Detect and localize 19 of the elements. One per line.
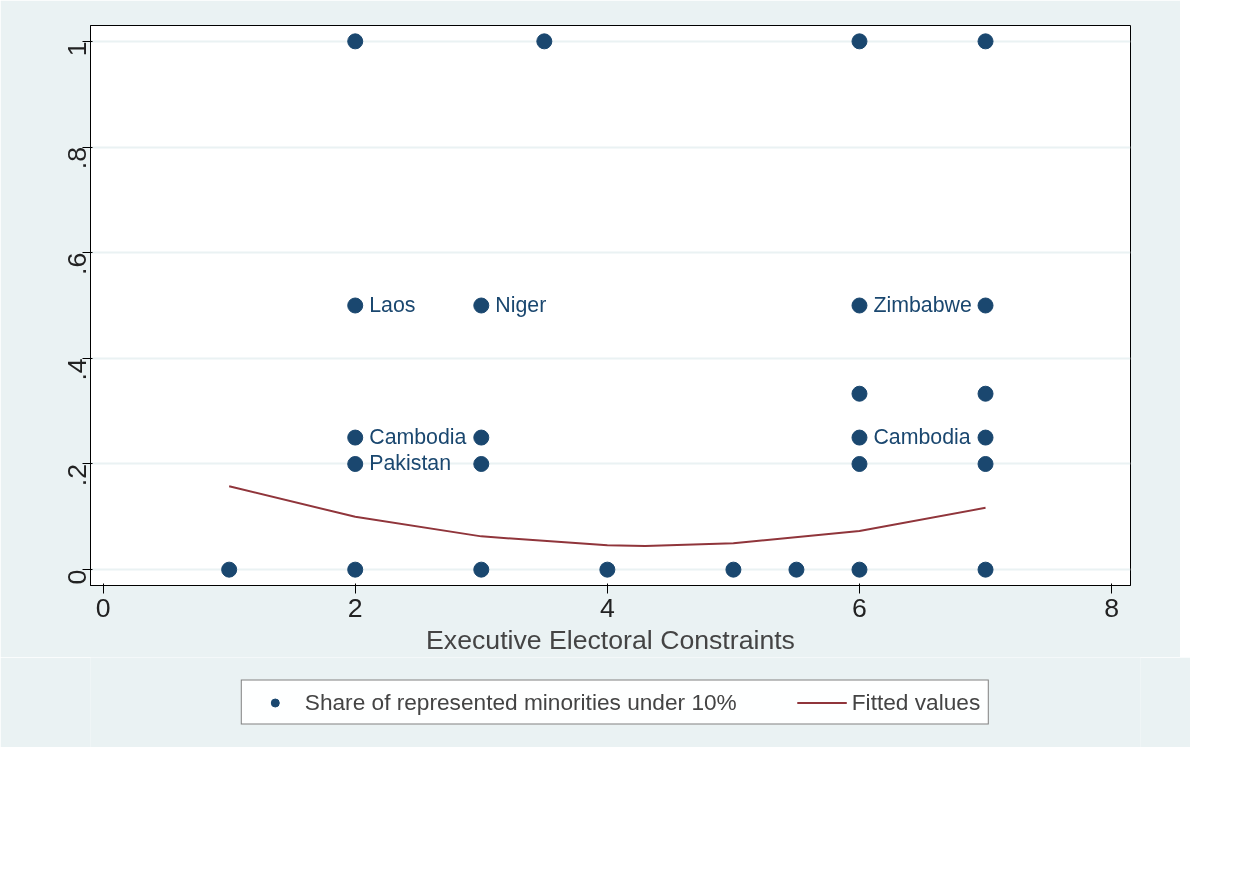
x-axis-title: Executive Electoral Constraints xyxy=(426,624,795,655)
y-tick-label: 0 xyxy=(62,569,93,585)
legend-label: Share of represented minorities under 10% xyxy=(304,688,737,716)
x-tick-label: 2 xyxy=(347,592,363,623)
y-tick-label: .6 xyxy=(62,252,93,275)
x-tick-label: 4 xyxy=(599,592,615,623)
x-tick-label: 6 xyxy=(852,592,867,623)
y-tick-label: 1 xyxy=(62,41,93,57)
annotation: Pakistan xyxy=(369,450,452,475)
y-tick-label: .8 xyxy=(62,147,93,170)
x-tick-label: 8 xyxy=(1104,592,1120,623)
y-tick-label: .4 xyxy=(62,358,93,381)
annotation: Niger xyxy=(495,292,547,317)
annotation: Laos xyxy=(369,292,416,317)
legend-label: Fitted values xyxy=(851,688,981,716)
y-tick-label: .2 xyxy=(62,463,93,487)
annotation: Cambodia xyxy=(873,424,971,449)
annotation: Zimbabwe xyxy=(873,292,972,317)
annotation: Cambodia xyxy=(369,424,467,449)
